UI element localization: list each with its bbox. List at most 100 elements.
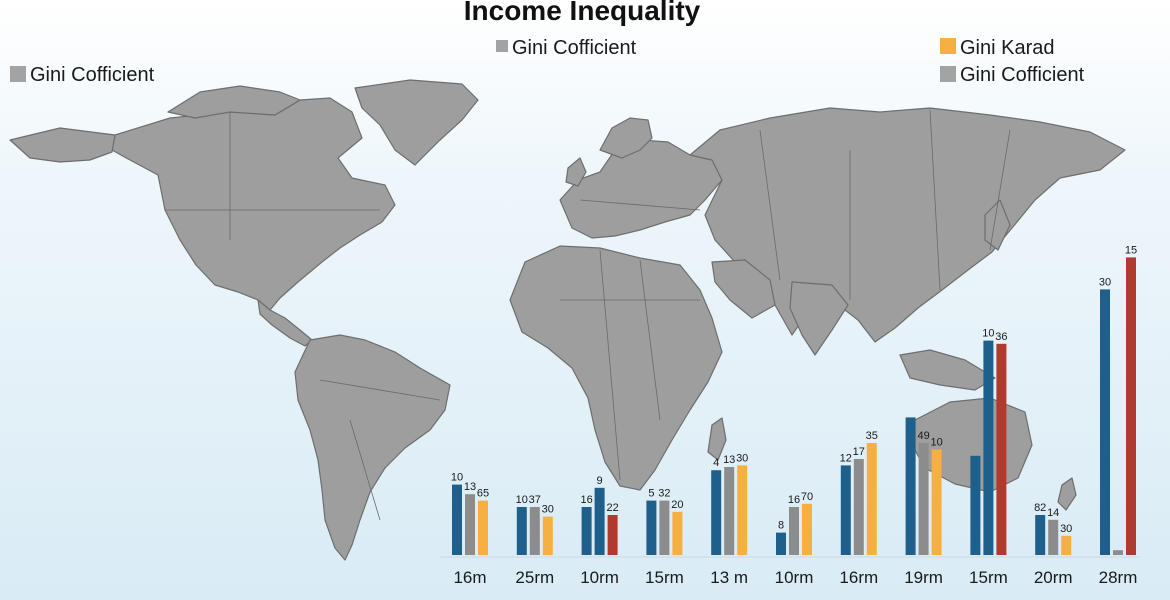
bar-g4-b1 xyxy=(724,467,735,555)
legend-swatch xyxy=(940,66,956,82)
data-label-g0-b1: 13 xyxy=(464,481,476,493)
legend-top-center: Gini Cofficient xyxy=(496,37,637,59)
x-tick-label-3: 15rm xyxy=(645,568,684,587)
madagascar-landmass xyxy=(707,417,727,461)
bar-g2-b0 xyxy=(581,507,592,555)
bar-g5-b0 xyxy=(776,532,786,555)
x-tick-label-1: 25rm xyxy=(515,568,554,587)
bar-g6-b2 xyxy=(866,443,877,555)
x-tick-label-7: 19rm xyxy=(904,568,943,587)
legend-swatch xyxy=(496,40,508,52)
scandinavia-landmass xyxy=(599,117,653,159)
data-label-g0-b2: 65 xyxy=(477,488,489,500)
japan-landmass xyxy=(984,199,1011,251)
bar-g3-b2 xyxy=(672,511,683,555)
bar-g4-b0 xyxy=(711,470,722,555)
x-axis-ticks: 16m 25rm 10rm 15rm 13 m 10rm 16rm 19rm 15rm 20rm 2… xyxy=(453,568,1137,587)
data-label-g6-b0: 12 xyxy=(840,452,852,464)
data-label-g3-b2: 20 xyxy=(671,499,683,511)
x-tick-label-0: 16m xyxy=(453,568,486,587)
data-label-g4-b1: 13 xyxy=(723,454,735,466)
data-label-g6-b2: 35 xyxy=(866,430,878,442)
new-zealand-landmass xyxy=(1057,477,1077,511)
data-label-g1-b1: 37 xyxy=(529,494,541,506)
bar-g8-b1 xyxy=(983,340,994,555)
x-tick-label-10: 28rm xyxy=(1099,568,1138,587)
bar-g8-b0 xyxy=(970,455,981,555)
legend-label: Gini Cofficient xyxy=(30,64,155,86)
bar-g9-b1 xyxy=(1048,519,1059,555)
bar-g10-b0 xyxy=(1100,289,1110,555)
data-label-g5-b2: 70 xyxy=(801,491,813,503)
data-label-g6-b1: 17 xyxy=(853,446,865,458)
bar-g10-b2 xyxy=(1126,257,1136,555)
data-label-g9-b0: 82 xyxy=(1034,502,1046,514)
bar-g7-b1 xyxy=(918,443,929,555)
bar-g6-b0 xyxy=(840,465,851,555)
legend-label: Gini Cofficient xyxy=(960,64,1085,86)
bar-g5-b1 xyxy=(789,507,799,555)
bar-g1-b2 xyxy=(542,516,553,555)
bar-g10-b1 xyxy=(1113,550,1123,555)
data-label-g2-b1: 9 xyxy=(597,475,603,487)
bar-g2-b1 xyxy=(594,487,605,555)
bar-g9-b0 xyxy=(1035,515,1046,555)
legend-swatch xyxy=(10,66,26,82)
x-tick-label-9: 20rm xyxy=(1034,568,1073,587)
bar-g9-b2 xyxy=(1061,535,1072,555)
bar-g0-b2 xyxy=(478,500,488,555)
data-label-g4-b2: 30 xyxy=(736,452,748,464)
arctic-islands xyxy=(167,85,301,119)
africa-landmass xyxy=(509,245,723,491)
country-borders xyxy=(165,109,1011,521)
data-label-g0-b0: 10 xyxy=(451,472,463,484)
bar-g1-b0 xyxy=(516,507,527,555)
data-label-g8-b2: 36 xyxy=(995,331,1007,343)
arabia-landmass xyxy=(711,259,776,319)
legend-label: Gini Cofficient xyxy=(512,37,637,59)
data-label-g3-b1: 32 xyxy=(658,488,670,500)
north-america-landmass xyxy=(111,97,396,311)
legend-swatch xyxy=(940,38,956,54)
chart-title: Income Inequality xyxy=(464,0,701,26)
x-tick-label-5: 10rm xyxy=(775,568,814,587)
data-label-g1-b2: 30 xyxy=(542,504,554,516)
bar-g3-b0 xyxy=(646,500,657,555)
data-label-g4-b0: 4 xyxy=(713,457,719,469)
bar-g2-b2 xyxy=(607,515,618,555)
x-tick-label-2: 10rm xyxy=(580,568,619,587)
bar-g7-b0 xyxy=(905,417,916,555)
bar-g7-b2 xyxy=(931,449,942,555)
data-label-g2-b2: 22 xyxy=(606,502,618,514)
legend-top-right-2: Gini Cofficient xyxy=(940,64,1085,86)
legend-top-right-1: Gini Karad xyxy=(940,37,1055,59)
data-label-g1-b0: 10 xyxy=(516,494,528,506)
x-tick-label-4: 13 m xyxy=(710,568,748,587)
bar-g6-b1 xyxy=(853,459,864,555)
data-label-g8-b1: 10 xyxy=(982,328,994,340)
bar-g4-b2 xyxy=(737,465,748,555)
data-label-g9-b1: 14 xyxy=(1047,507,1059,519)
x-tick-label-8: 15rm xyxy=(969,568,1008,587)
data-label-g9-b2: 30 xyxy=(1060,523,1072,535)
india-landmass xyxy=(789,281,849,356)
bar-g0-b0 xyxy=(452,484,462,555)
data-label-g7-b1: 49 xyxy=(917,430,929,442)
data-label-g10-b2: 15 xyxy=(1125,244,1137,256)
bar-g3-b1 xyxy=(659,500,670,555)
central-america-landmass xyxy=(257,299,313,347)
legend-top-left: Gini Cofficient xyxy=(10,64,155,86)
data-label-g5-b1: 16 xyxy=(788,494,800,506)
bar-g1-b1 xyxy=(529,507,540,555)
alaska-landmass xyxy=(9,127,116,163)
southeast-asia-islands xyxy=(899,349,996,391)
bar-g5-b2 xyxy=(802,503,812,555)
data-label-g3-b0: 5 xyxy=(648,488,654,500)
data-label-g5-b0: 8 xyxy=(778,520,784,532)
greenland-landmass xyxy=(354,79,479,166)
uk-landmass xyxy=(565,157,587,187)
x-tick-label-6: 16rm xyxy=(839,568,878,587)
bar-g8-b2 xyxy=(996,343,1007,555)
